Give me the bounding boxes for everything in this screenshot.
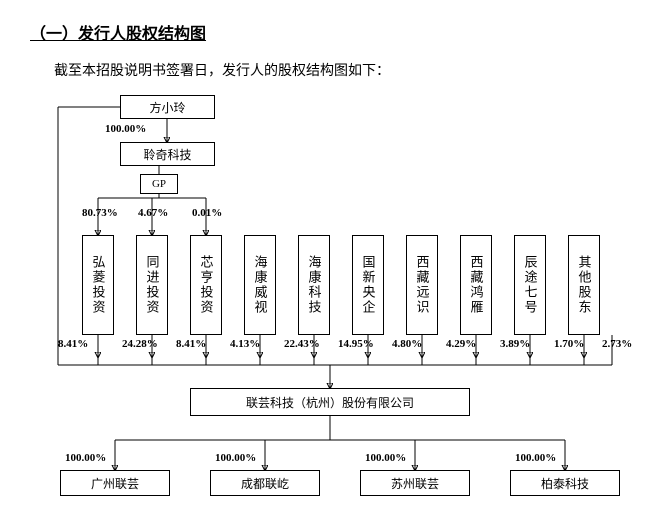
shareholder-pct: 4.29% (446, 338, 476, 350)
target-company-label: 联芸科技（杭州）股份有限公司 (246, 394, 414, 411)
intro-text: 截至本招股说明书签署日，发行人的股权结构图如下： (54, 60, 632, 80)
gp-link-pct-1: 80.73% (82, 207, 118, 219)
top-pct: 100.00% (105, 123, 146, 135)
shareholder-box: 辰途七号 (514, 235, 546, 335)
gp-link-pct-3: 0.01% (192, 207, 222, 219)
shareholder-box: 西藏鸿雁 (460, 235, 492, 335)
top-person-label: 方小玲 (149, 99, 185, 116)
subsidiary-box: 广州联芸 (60, 470, 170, 496)
extra-right-pct: 2.73% (602, 338, 632, 350)
shareholder-pct: 3.89% (500, 338, 530, 350)
subsidiary-box: 成都联屹 (210, 470, 320, 496)
shareholder-box: 海康威视 (244, 235, 276, 335)
shareholder-box: 芯亨投资 (190, 235, 222, 335)
subsidiary-box: 柏泰科技 (510, 470, 620, 496)
gp-label: GP (152, 178, 166, 190)
shareholder-pct: 14.95% (338, 338, 374, 350)
shareholder-pct: 8.41% (58, 338, 88, 350)
shareholder-pct: 22.43% (284, 338, 320, 350)
equity-structure-chart: 方小玲 100.00% 聆奇科技 GP 80.73% 4.67% 0.01% 弘… (30, 90, 630, 510)
gp-box: GP (140, 174, 178, 194)
shareholder-box: 弘菱投资 (82, 235, 114, 335)
subsidiary-pct: 100.00% (365, 452, 406, 464)
subsidiary-pct: 100.00% (515, 452, 556, 464)
sub-company-box: 聆奇科技 (120, 142, 215, 166)
shareholder-pct: 4.80% (392, 338, 422, 350)
shareholder-box: 其他股东 (568, 235, 600, 335)
shareholder-box: 国新央企 (352, 235, 384, 335)
gp-link-pct-2: 4.67% (138, 207, 168, 219)
subsidiary-pct: 100.00% (65, 452, 106, 464)
shareholder-box: 西藏远识 (406, 235, 438, 335)
shareholder-box: 海康科技 (298, 235, 330, 335)
sub-company-label: 聆奇科技 (143, 146, 191, 163)
shareholder-pct: 8.41% (176, 338, 206, 350)
subsidiary-box: 苏州联芸 (360, 470, 470, 496)
subsidiary-pct: 100.00% (215, 452, 256, 464)
shareholder-pct: 1.70% (554, 338, 584, 350)
shareholder-pct: 4.13% (230, 338, 260, 350)
target-company-box: 联芸科技（杭州）股份有限公司 (190, 388, 470, 416)
shareholder-box: 同进投资 (136, 235, 168, 335)
section-title: （一）发行人股权结构图 (30, 20, 632, 44)
top-person-box: 方小玲 (120, 95, 215, 119)
shareholder-pct: 24.28% (122, 338, 158, 350)
